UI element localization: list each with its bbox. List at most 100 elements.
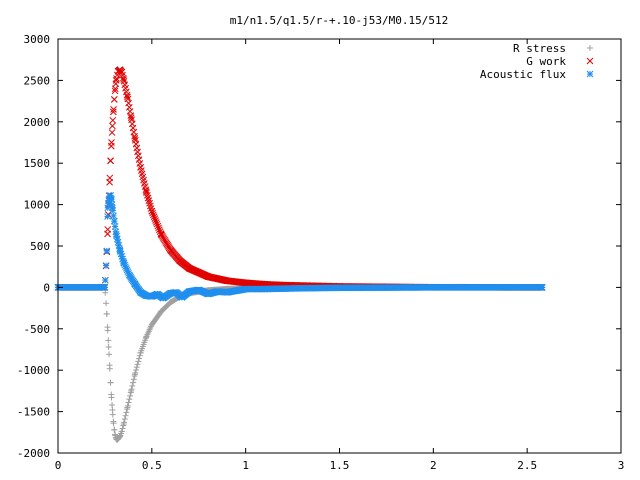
y-tick-label: -1500 xyxy=(17,406,50,419)
data-point xyxy=(112,77,120,84)
data-point xyxy=(130,379,137,386)
data-point xyxy=(149,211,157,219)
data-point xyxy=(155,224,162,232)
data-point xyxy=(121,416,128,423)
data-point xyxy=(122,412,129,419)
data-point xyxy=(223,289,231,296)
y-tick-label: 3000 xyxy=(24,33,51,46)
data-point xyxy=(105,344,112,351)
data-point xyxy=(142,187,150,195)
data-point xyxy=(128,387,135,394)
data-point xyxy=(167,299,174,306)
data-point xyxy=(108,139,115,146)
data-point xyxy=(172,289,180,296)
data-point xyxy=(143,334,150,341)
plot-frame xyxy=(57,38,622,454)
data-point xyxy=(110,217,118,225)
data-point xyxy=(101,276,109,284)
data-point xyxy=(126,396,133,403)
data-point xyxy=(110,212,117,220)
legend-marker xyxy=(586,57,594,65)
data-point xyxy=(108,196,115,203)
data-point xyxy=(109,116,117,124)
data-point xyxy=(134,361,141,368)
data-point xyxy=(111,87,119,95)
data-point xyxy=(108,394,115,401)
data-point xyxy=(131,132,138,140)
data-point xyxy=(112,432,119,439)
y-tick-label: 1500 xyxy=(24,157,51,170)
data-point xyxy=(204,273,212,280)
data-point xyxy=(103,300,110,307)
data-point xyxy=(131,371,138,378)
data-point xyxy=(279,285,287,292)
data-point xyxy=(106,362,113,369)
data-point xyxy=(148,293,156,300)
series-0 xyxy=(55,284,546,443)
data-point xyxy=(118,428,125,435)
y-tick-label: 2500 xyxy=(24,74,51,87)
x-tick-label: 2.5 xyxy=(517,459,537,472)
data-point xyxy=(176,257,184,265)
data-point xyxy=(102,289,109,296)
data-point xyxy=(104,213,111,220)
data-point xyxy=(195,286,203,294)
data-point xyxy=(429,284,437,291)
data-point xyxy=(123,409,130,416)
data-point xyxy=(214,288,221,295)
data-point xyxy=(118,68,126,76)
data-point xyxy=(186,288,193,295)
legend-label: Acoustic flux xyxy=(480,68,566,81)
data-point xyxy=(204,290,212,298)
data-point xyxy=(111,426,118,433)
data-point xyxy=(152,217,159,224)
data-point xyxy=(336,284,343,292)
data-point xyxy=(133,364,140,371)
data-point xyxy=(223,277,231,285)
data-point xyxy=(109,204,116,212)
data-point xyxy=(105,337,112,344)
data-point xyxy=(106,351,113,358)
data-point xyxy=(158,308,165,315)
data-point xyxy=(136,355,143,362)
plot-marks xyxy=(54,66,546,443)
legend-label: R stress xyxy=(513,42,566,55)
chart-title: m1/n1.5/q1.5/r-+.10-j53/M0.15/512 xyxy=(230,14,449,27)
data-point xyxy=(167,246,174,254)
data-point xyxy=(131,135,139,142)
data-point xyxy=(157,231,165,238)
data-point xyxy=(127,392,134,399)
data-point xyxy=(186,265,193,272)
data-point xyxy=(103,310,110,317)
data-point xyxy=(232,287,240,295)
data-point xyxy=(154,290,161,298)
data-point xyxy=(110,108,117,116)
data-point xyxy=(124,93,131,101)
series-1 xyxy=(54,66,546,291)
data-point xyxy=(261,285,268,293)
y-tick-label: -500 xyxy=(24,323,51,336)
y-tick-label: 1000 xyxy=(24,199,51,212)
data-point xyxy=(155,226,163,234)
x-tick-label: 0.5 xyxy=(142,459,162,472)
y-tick-label: -1000 xyxy=(17,364,50,377)
data-point xyxy=(242,285,250,293)
data-point xyxy=(124,404,131,411)
data-point xyxy=(120,421,127,428)
legend-marker xyxy=(586,70,594,78)
data-point xyxy=(167,289,174,297)
data-point xyxy=(116,433,123,440)
data-point xyxy=(538,284,546,291)
data-point xyxy=(159,294,167,302)
data-point xyxy=(129,382,136,389)
y-tick-label: 2000 xyxy=(24,116,51,129)
data-point xyxy=(131,280,139,288)
data-point xyxy=(298,284,306,292)
data-point xyxy=(127,114,135,122)
data-point xyxy=(110,418,117,425)
y-tick-label: 500 xyxy=(30,240,50,253)
data-point xyxy=(104,226,112,233)
data-point xyxy=(151,215,159,222)
